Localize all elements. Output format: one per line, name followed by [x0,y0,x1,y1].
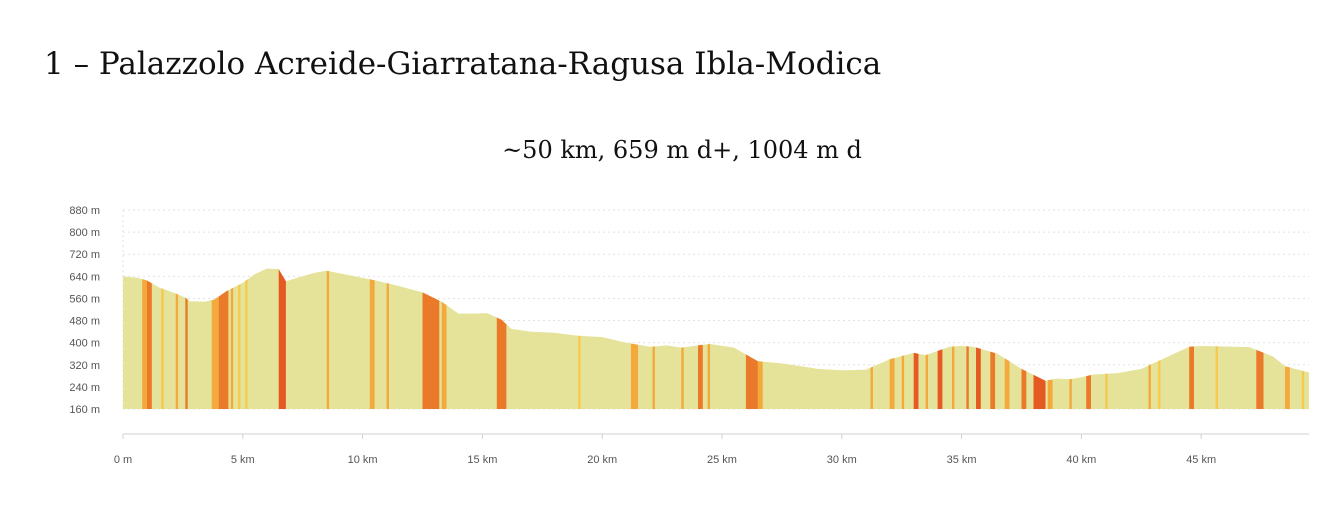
slope-band [211,268,219,409]
slope-band [369,268,375,409]
slope-band [1215,268,1218,409]
slope-band [496,268,507,409]
slope-band [1285,268,1290,409]
y-tick-label: 880 m [69,205,100,217]
slope-band [952,268,955,409]
slope-band [990,268,996,409]
slope-band [578,268,581,409]
x-tick-label: 45 km [1186,454,1216,466]
slope-band [245,268,248,409]
slope-band [142,268,147,409]
y-tick-label: 720 m [69,249,100,261]
y-tick-label: 240 m [69,382,100,394]
slope-band [218,268,229,409]
x-axis-labels: 0 m 5 km 10 km 15 km 20 km 25 km 30 km 35 km 40 … [114,454,1216,466]
slope-band [1256,268,1264,409]
slope-band [925,268,928,409]
elevation-area-fill [123,268,1309,409]
y-tick-label: 480 m [69,316,100,328]
slope-band [1105,268,1108,409]
x-axis [122,433,1309,439]
slope-band [185,268,188,409]
slope-band [230,268,234,409]
slope-band [161,268,164,409]
elevation-profile-chart: 880 m 800 m 720 m 640 m 560 m 480 m 400 m 320 m… [69,205,1309,466]
slope-band [386,268,389,409]
slope-band [326,268,330,409]
slope-band [652,268,655,409]
y-tick-label: 160 m [69,404,100,416]
x-tick-label: 30 km [827,454,857,466]
slope-band [901,268,905,409]
slope-band [757,268,763,409]
elevation-area [123,268,1309,409]
y-tick-label: 800 m [69,227,100,239]
x-tick-label: 35 km [947,454,977,466]
x-tick-label: 15 km [467,454,497,466]
slope-band [937,268,943,409]
slope-band [1021,268,1027,409]
slope-band [175,268,179,409]
slope-band [1158,268,1161,409]
slope-band [707,268,710,409]
slope-band [278,268,286,409]
slope-band [889,268,895,409]
slope-band [681,268,684,409]
slope-band [698,268,703,409]
slope-band [1047,268,1053,409]
y-tick-label: 560 m [69,293,100,305]
x-tick-label: 25 km [707,454,737,466]
x-tick-label: 10 km [348,454,378,466]
slope-band [1086,268,1091,409]
slope-band [441,268,447,409]
y-tick-label: 640 m [69,271,100,283]
slope-band [630,268,639,409]
y-axis-labels: 880 m 800 m 720 m 640 m 560 m 480 m 400 m 320 m… [69,205,100,416]
slope-band [745,268,758,409]
slope-band [238,268,241,409]
x-tick-label: 0 m [114,454,132,466]
slope-band [1301,268,1305,409]
slope-band [1189,268,1194,409]
slope-band [913,268,919,409]
y-tick-label: 400 m [69,338,100,350]
slope-band [1069,268,1072,409]
slope-band [1033,268,1046,409]
x-tick-label: 40 km [1066,454,1096,466]
x-tick-label: 5 km [231,454,255,466]
page-title: 1 – Palazzolo Acreide-Giarratana-Ragusa … [44,46,882,82]
slope-band [966,268,969,409]
slope-band [976,268,981,409]
y-tick-label: 320 m [69,360,100,372]
slope-band [422,268,440,409]
slope-band [1148,268,1151,409]
slope-band [870,268,873,409]
slope-band [1004,268,1010,409]
route-summary: ~50 km, 659 m d+, 1004 m d [502,136,862,164]
x-tick-label: 20 km [587,454,617,466]
slope-band [147,268,152,409]
